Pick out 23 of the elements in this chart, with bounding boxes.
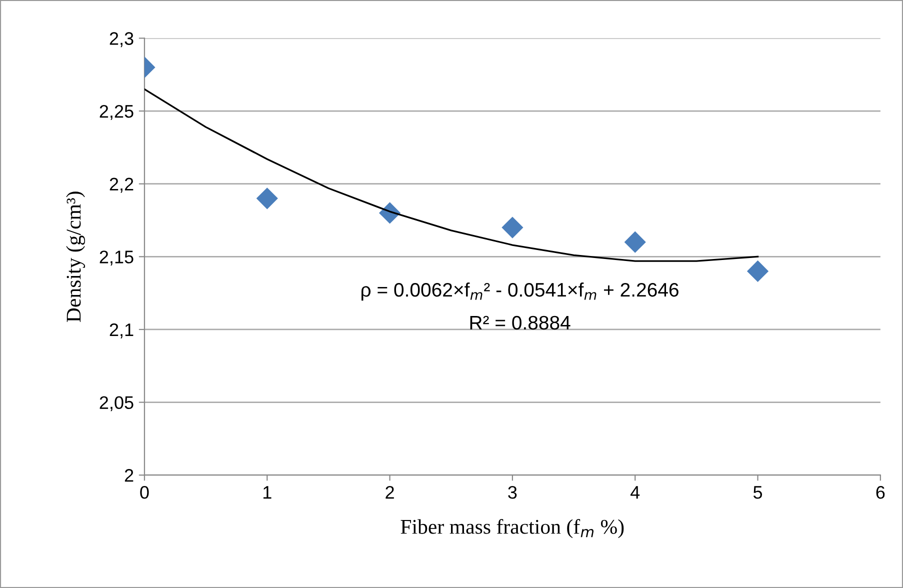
point bbox=[624, 232, 646, 253]
y-tick-label: 2,1 bbox=[110, 323, 134, 338]
x-tick-label: 5 bbox=[753, 486, 762, 499]
x-tick-label: 0 bbox=[140, 486, 149, 499]
y-axis-title: Density (g/cm³) bbox=[66, 192, 86, 322]
y-tick-label: 2,25 bbox=[100, 104, 134, 120]
annotation: R² = 0.8884 bbox=[470, 316, 570, 330]
line-series bbox=[144, 88, 759, 262]
y-tick-label: 2,15 bbox=[100, 250, 134, 266]
y-tick-label: 2,2 bbox=[110, 178, 134, 193]
point bbox=[256, 188, 278, 209]
x-tick-label: 4 bbox=[630, 486, 640, 499]
x-axis-title: Fiber mass fraction (f$_{m}$ %) bbox=[400, 519, 624, 538]
point bbox=[747, 260, 768, 282]
x-tick-label: 2 bbox=[386, 486, 394, 499]
y-tick-label: 2,05 bbox=[100, 396, 134, 412]
y-tick-label: 2,3 bbox=[110, 32, 134, 48]
x-tick-label: 3 bbox=[508, 486, 517, 499]
x-tick-label: 6 bbox=[876, 486, 885, 499]
x-tick-label: 1 bbox=[263, 486, 272, 499]
point bbox=[502, 217, 523, 238]
y-tick-label: 2 bbox=[124, 469, 134, 482]
annotation: ρ = 0.0062×f$_{m}$² - 0.0541×f$_{m}$ + 2.2646 bbox=[362, 282, 678, 301]
